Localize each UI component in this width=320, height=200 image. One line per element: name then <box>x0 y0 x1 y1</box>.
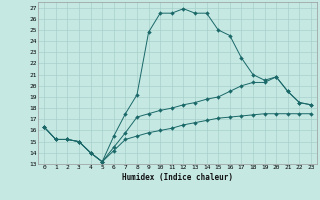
X-axis label: Humidex (Indice chaleur): Humidex (Indice chaleur) <box>122 173 233 182</box>
